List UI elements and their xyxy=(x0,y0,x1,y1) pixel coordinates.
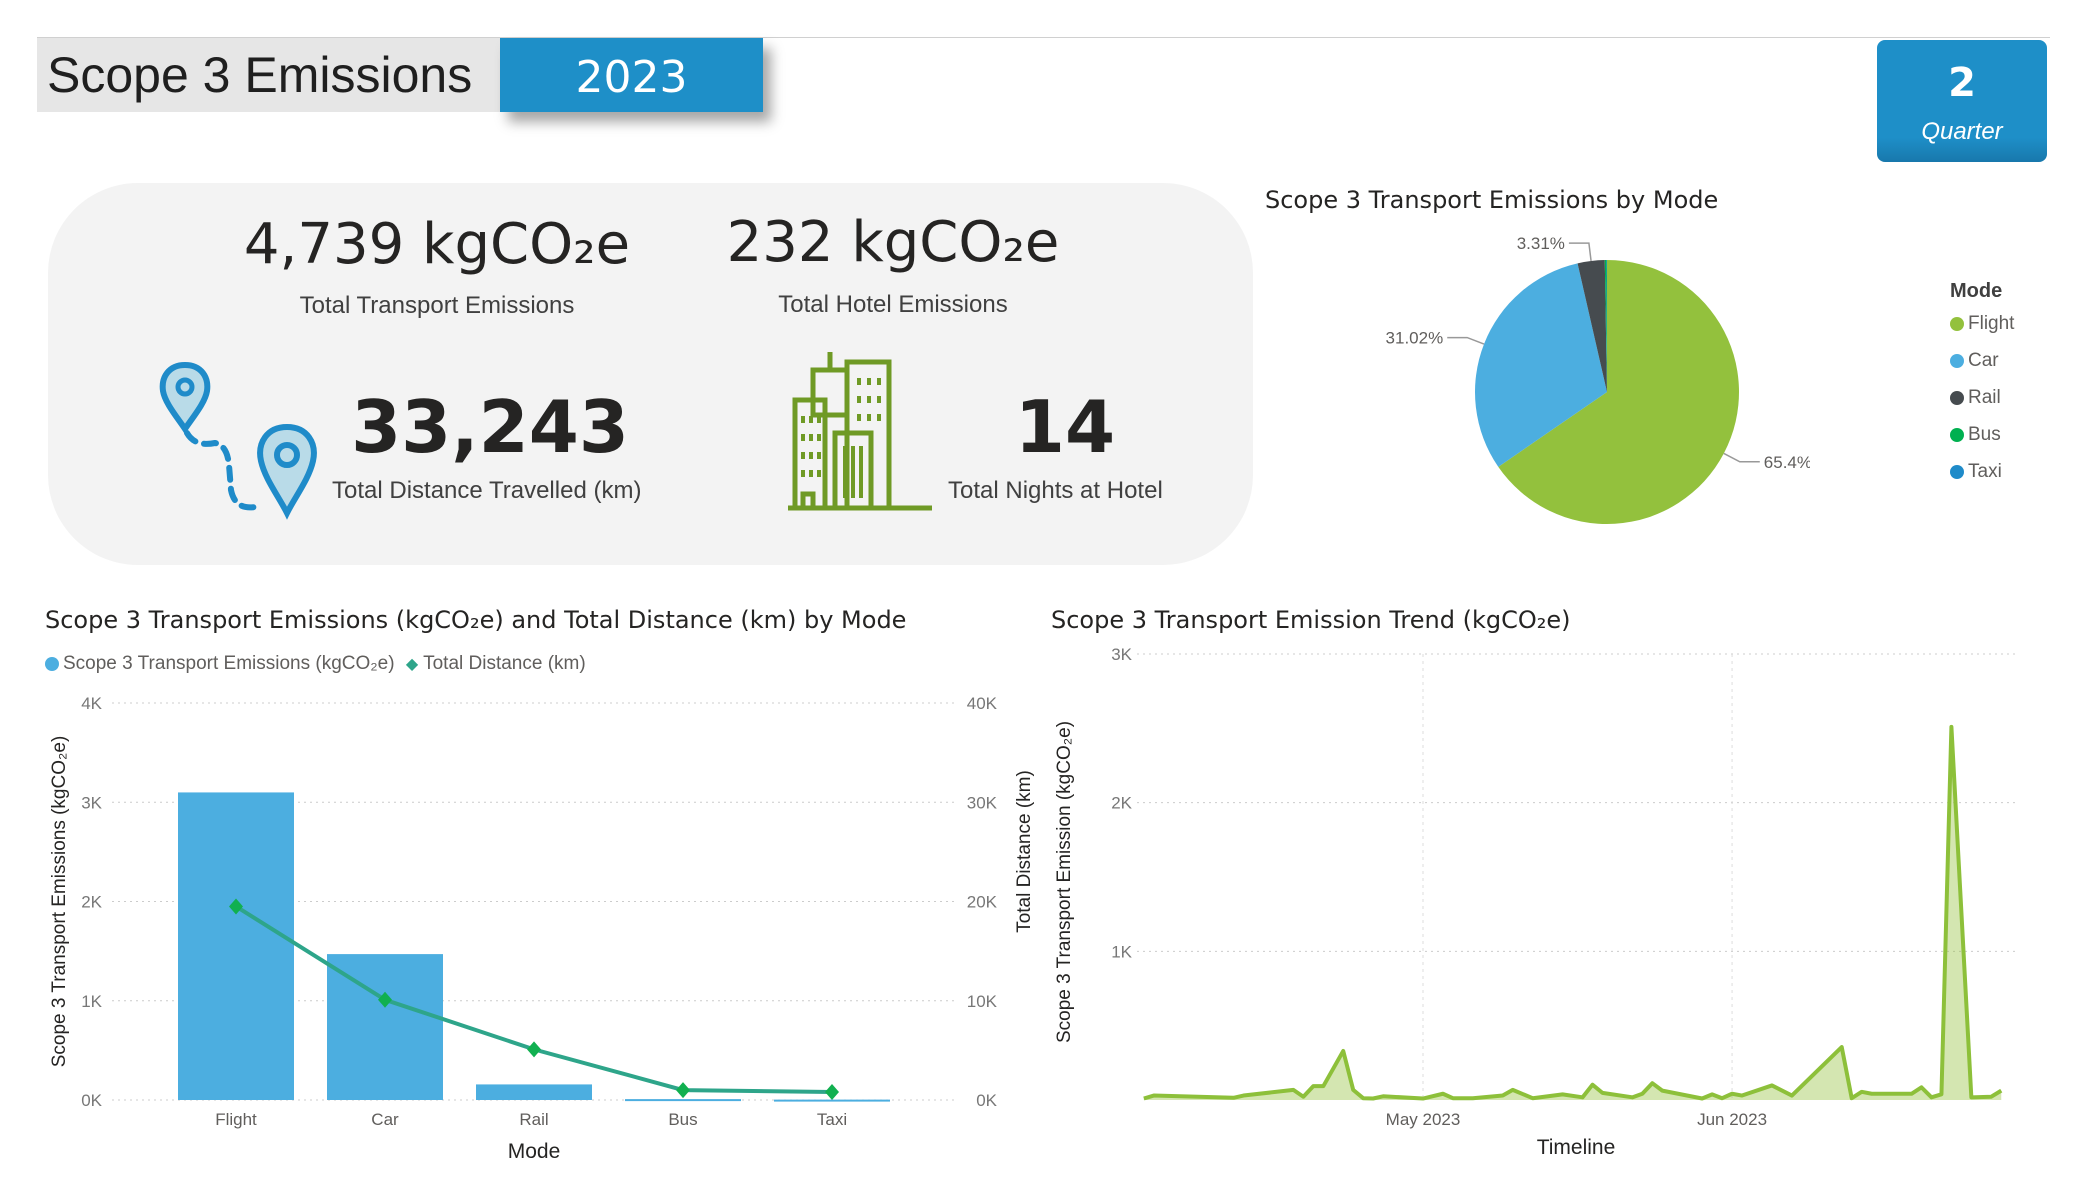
pie-slice-bus xyxy=(1604,260,1607,392)
legend-label: Taxi xyxy=(1968,461,2002,482)
pie-chart-title: Scope 3 Transport Emissions by Mode xyxy=(1265,186,1719,214)
legend-dot-icon xyxy=(45,656,59,671)
y-tick-label: 2K xyxy=(81,893,102,912)
y2-tick-label: 20K xyxy=(967,893,998,912)
distance-marker-rail xyxy=(527,1041,541,1058)
year-filter-button[interactable]: 2023 xyxy=(500,38,763,112)
bar-rail xyxy=(476,1084,592,1100)
kpi-transport-emissions-label: Total Transport Emissions xyxy=(299,292,575,319)
pie-legend-title: Mode xyxy=(1950,280,2003,302)
pie-data-label: 65.4% xyxy=(1764,453,1810,472)
quarter-label: Quarter xyxy=(1921,118,2003,145)
map-route-pins-icon xyxy=(159,361,317,520)
y2-tick-label: 10K xyxy=(967,992,998,1011)
legend-label: Car xyxy=(1968,350,1999,371)
pie-slice-rail xyxy=(1577,260,1607,392)
pie-slice-flight xyxy=(1498,260,1739,524)
y-tick-label: 1K xyxy=(1111,942,1132,961)
page-title: Scope 3 Emissions xyxy=(37,38,500,112)
legend-item-bus[interactable]: Bus xyxy=(1950,424,2014,446)
quarter-card[interactable]: 2 Quarter xyxy=(1877,40,2047,162)
x-tick-label: Taxi xyxy=(817,1110,847,1129)
quarter-value: 2 xyxy=(1948,60,1976,106)
bar-bus xyxy=(625,1099,741,1102)
legend-item-distance[interactable]: ◆ Total Distance (km) xyxy=(406,653,586,674)
bar-taxi xyxy=(774,1099,890,1102)
y-tick-label: 0K xyxy=(81,1091,102,1110)
pie-data-label: 31.02% xyxy=(1386,329,1444,348)
legend-dot-icon xyxy=(1950,427,1964,442)
pie-leader-line xyxy=(1447,336,1485,345)
combo-chart: 0K 0K 1K 10K 2K 20K 3K 30K 4K 40K Flight Car Rail Bus… xyxy=(49,694,1035,1163)
combo-chart-title: Scope 3 Transport Emissions (kgCO₂e) and… xyxy=(45,606,907,634)
distance-marker-car xyxy=(378,991,392,1008)
legend-item-flight[interactable]: Flight xyxy=(1950,313,2014,335)
legend-dot-icon xyxy=(1950,390,1964,405)
distance-marker-taxi xyxy=(825,1084,839,1101)
legend-diamond-icon: ◆ xyxy=(405,656,419,673)
x-axis-title: Timeline xyxy=(1537,1136,1616,1159)
distance-marker-flight xyxy=(229,898,243,915)
pie-leader-line xyxy=(1723,452,1760,463)
y-tick-label: 2K xyxy=(1111,794,1132,813)
pie-slice-taxi xyxy=(1606,260,1607,392)
y2-tick-label: 30K xyxy=(967,793,998,812)
pie-legend: Mode Flight Car Rail Bus Taxi xyxy=(1950,280,2014,498)
distance-marker-bus xyxy=(676,1082,690,1099)
buildings-icon xyxy=(788,352,932,511)
y-tick-label: 3K xyxy=(81,793,102,812)
bar-car xyxy=(327,954,443,1100)
x-tick-label: Rail xyxy=(519,1110,548,1129)
legend-item-taxi[interactable]: Taxi xyxy=(1950,461,2014,483)
legend-label: Flight xyxy=(1968,313,2015,334)
x-tick-label: May 2023 xyxy=(1386,1110,1461,1129)
x-tick-label: Car xyxy=(371,1110,399,1129)
pie-data-label: 3.31% xyxy=(1517,234,1565,253)
y-axis-title: Scope 3 Transport Emission (kgCO₂e) xyxy=(1054,721,1075,1043)
legend-item-emissions[interactable]: Scope 3 Transport Emissions (kgCO₂e) xyxy=(45,653,395,674)
legend-dot-icon xyxy=(1950,353,1964,368)
x-tick-label: Jun 2023 xyxy=(1697,1110,1767,1129)
x-axis-title: Mode xyxy=(508,1140,561,1163)
legend-label: Bus xyxy=(1968,424,2001,445)
kpi-distance-value: 33,243 xyxy=(351,385,629,469)
legend-label: Scope 3 Transport Emissions (kgCO₂e) xyxy=(63,653,395,674)
kpi-hotel-emissions-label: Total Hotel Emissions xyxy=(778,291,1008,318)
kpi-distance-label: Total Distance Travelled (km) xyxy=(332,477,642,504)
legend-label: Total Distance (km) xyxy=(423,653,586,674)
kpi-nights-value: 14 xyxy=(1014,385,1116,469)
legend-label: Rail xyxy=(1968,387,2001,408)
legend-item-car[interactable]: Car xyxy=(1950,350,2014,372)
kpi-transport-emissions-value: 4,739 kgCO₂e xyxy=(243,212,631,277)
x-tick-label: Flight xyxy=(215,1110,257,1129)
y-tick-label: 4K xyxy=(81,694,102,713)
y2-tick-label: 40K xyxy=(967,694,998,713)
legend-dot-icon xyxy=(1950,316,1964,331)
combo-legend: Scope 3 Transport Emissions (kgCO₂e) ◆ T… xyxy=(45,653,586,675)
y-axis-title: Scope 3 Transport Emissions (kgCO₂e) xyxy=(49,736,70,1068)
bar-flight xyxy=(178,792,294,1100)
trend-chart: 1K 2K 3K May 2023 Jun 2023 Timeline Scope 3 Tr… xyxy=(1054,645,2015,1159)
distance-line xyxy=(234,904,833,1095)
legend-dot-icon xyxy=(1950,464,1964,479)
trend-line xyxy=(1143,724,2003,1101)
legend-item-rail[interactable]: Rail xyxy=(1950,387,2014,409)
pie-slice-car xyxy=(1475,263,1607,467)
x-tick-label: Bus xyxy=(668,1110,697,1129)
header-divider xyxy=(37,37,2050,38)
trend-chart-title: Scope 3 Transport Emission Trend (kgCO₂e… xyxy=(1051,606,1571,634)
y2-axis-title: Total Distance (km) xyxy=(1014,770,1035,933)
trend-area xyxy=(1143,726,2002,1100)
kpi-panel xyxy=(48,183,1253,565)
y-tick-label: 3K xyxy=(1111,645,1132,664)
kpi-hotel-emissions-value: 232 kgCO₂e xyxy=(726,210,1060,275)
pie-leader-line xyxy=(1568,242,1592,262)
y2-tick-label: 0K xyxy=(976,1091,997,1110)
y-tick-label: 1K xyxy=(81,992,102,1011)
pie-chart: 65.4% 31.02% 3.31% xyxy=(1386,234,1810,524)
kpi-nights-label: Total Nights at Hotel xyxy=(948,477,1163,504)
